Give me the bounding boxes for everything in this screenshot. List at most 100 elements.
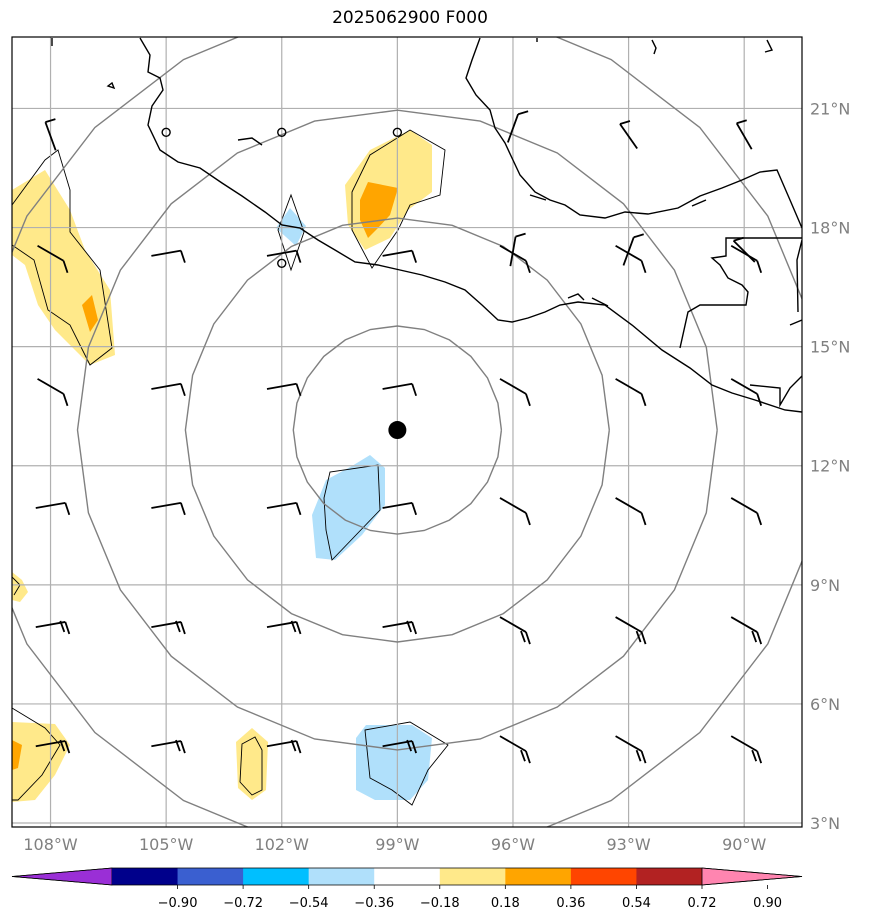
calm-wind-marker [277,258,287,268]
colorbar-tick-label: 0.18 [491,896,520,911]
colorbar-tick-label: −0.36 [354,896,394,911]
lon-tick-label: 96°W [491,835,535,854]
lat-tick-label: 21°N [810,99,850,118]
anomaly-contour [239,736,263,796]
island [651,39,657,55]
range-ring [292,325,503,535]
colorbar-segment [439,868,506,885]
lat-tick-label: 12°N [810,457,850,476]
wind-barb [266,739,302,754]
colorbar-tick-label: −0.90 [158,896,198,911]
wind-barb [499,735,531,764]
lon-tick-label: 93°W [606,835,650,854]
wind-barb [382,739,417,754]
wind-barb [509,232,526,267]
anomaly-positive-strong-patch [360,182,398,238]
wind-barb [266,382,302,397]
anomaly-positive-patch [12,572,28,602]
colorbar-tick-label: −0.72 [223,896,263,911]
colorbar-tick-label: 0.54 [622,896,651,911]
wind-barb [730,497,763,526]
colorbar-segment [112,868,179,885]
colorbar-tick-label: −0.54 [289,896,329,911]
colorbar-segment [570,868,637,885]
anomaly-negative-patch [356,725,432,800]
wind-barb [615,244,647,274]
border-guatemala [679,237,802,349]
anomaly-contour [351,129,446,269]
wind-barb [735,119,753,150]
anomaly-positive-patch [12,722,70,802]
lat-tick-label: 9°N [810,576,840,595]
wind-barb [732,236,756,263]
colorbar-outline [11,867,803,886]
colorbar-segment [505,868,572,885]
wind-barb [151,382,186,397]
colorbar-tick-label: 0.36 [556,896,585,911]
wind-barb [730,616,763,645]
lon-tick-label: 105°W [139,835,194,854]
colorbar-tick-label: −0.18 [420,896,460,911]
island [591,297,609,307]
range-ring [76,109,718,751]
storm-center-marker [388,421,407,440]
colorbar-max-extension [701,867,803,886]
anomaly-positive-strong-patch [12,740,22,770]
colorbar-segment [636,868,703,885]
wind-barb [499,497,531,526]
colorbar-segment [177,868,244,885]
wind-barb [382,501,417,516]
wind-barb [619,120,638,150]
lon-tick-label: 99°W [375,835,419,854]
anomaly-contour [364,721,449,806]
anomaly-negative-patch [312,455,385,560]
wind-barb [506,110,529,143]
map-frame [11,36,803,828]
lat-tick-label: 6°N [810,695,840,714]
island [529,194,547,201]
wind-barb [615,735,647,764]
lat-tick-label: 15°N [810,338,850,357]
colorbar-min-extension [11,867,113,886]
wind-barb [499,616,531,645]
wind-barb [499,244,531,274]
range-ring [12,37,802,827]
wind-barb [730,378,763,407]
colorbar-tick-label: 0.72 [688,896,717,911]
wind-barb [266,620,302,635]
lat-tick-label: 18°N [810,219,850,238]
colorbar-segment [243,868,310,885]
colorbar-segment [374,868,441,885]
wind-barb [382,620,417,635]
calm-wind-marker [392,127,403,137]
wind-barb [35,620,71,635]
wind-barb [266,501,302,516]
calm-wind-marker [161,127,171,137]
coastline-gulf [465,37,802,229]
wind-barb [37,244,69,274]
colorbar-tick-label: 0.90 [753,896,782,911]
anomaly-positive-strong-patch [82,295,98,332]
wind-barb [151,620,186,635]
island [106,81,116,90]
wind-barb [151,739,186,754]
anomaly-contour [323,464,381,561]
coastline-yucatan-east [796,239,802,313]
wind-barb [499,378,531,407]
border-honduras [749,375,802,408]
island [237,137,263,146]
wind-barb [35,501,71,516]
range-ring [184,217,610,643]
anomaly-contour [277,193,305,272]
wind-barb [382,382,417,397]
wind-barb [730,735,763,764]
wind-barb [35,739,71,754]
border-belize [789,319,802,326]
coastline-pacific [139,37,802,413]
wind-barb [730,244,763,274]
island [691,199,707,207]
wind-barb [151,249,186,263]
anomaly-positive-patch [12,170,115,365]
colorbar-segment [308,868,375,885]
